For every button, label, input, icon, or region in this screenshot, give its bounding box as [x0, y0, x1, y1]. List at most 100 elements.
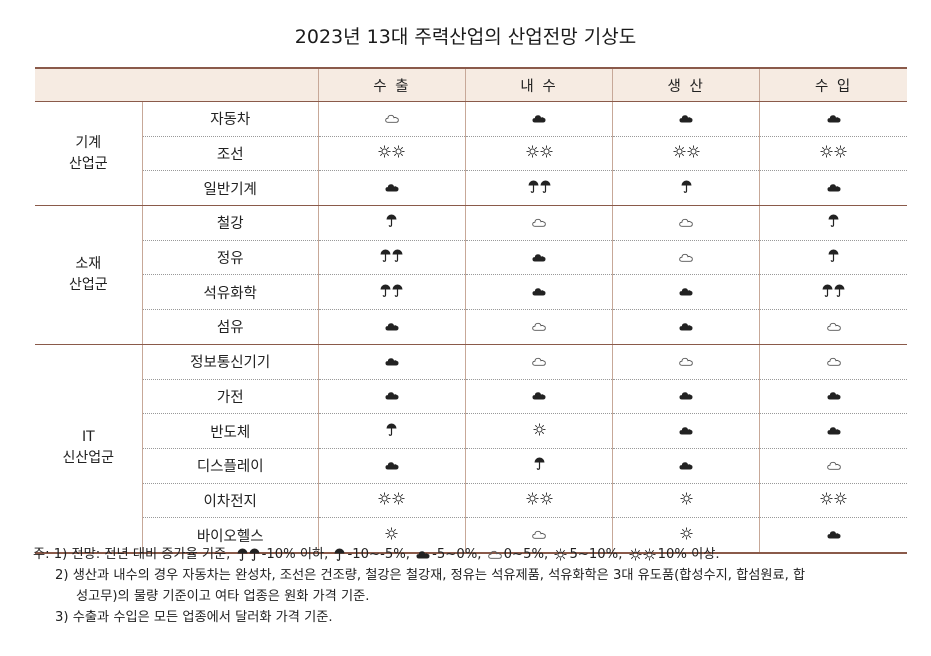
forecast-cell: [759, 205, 907, 241]
table-row: 가전: [35, 379, 907, 415]
double-sun-icon: [673, 145, 700, 158]
dark-cloud-icon: [532, 114, 546, 123]
table-row: IT 신산업군 정보통신기기: [35, 344, 907, 554]
forecast-cell: [759, 136, 907, 172]
umbrella-icon: [681, 180, 692, 193]
dark-cloud-icon: [827, 183, 841, 192]
legend-item: 0~5%,: [486, 547, 548, 562]
sun-icon: [385, 527, 398, 540]
forecast-cell: [759, 309, 907, 345]
group-label-line-2: 신산업군: [62, 450, 115, 467]
forecast-cell: [612, 101, 760, 137]
group-label-line-2: 산업군: [68, 155, 108, 172]
industry-name: 정유: [141, 240, 319, 276]
forecast-cell: [464, 379, 613, 415]
forecast-cell: [464, 448, 613, 484]
forecast-cell: [464, 240, 613, 276]
cloud-icon: [532, 218, 546, 227]
forecast-cell: [612, 379, 760, 415]
table-row: 기계 산업군 자동차: [35, 101, 907, 207]
forecast-cell: [464, 136, 613, 172]
sun-icon: [533, 423, 546, 436]
umbrella-icon: [828, 249, 839, 262]
group-label-line-2: 산업군: [68, 276, 108, 293]
dark-cloud-icon: [532, 287, 546, 296]
dark-cloud-icon: [532, 391, 546, 400]
industry-name: 반도체: [141, 413, 319, 449]
table-header-row: 수 출 내 수 생 산 수 입: [35, 67, 907, 102]
legend: -10% 이하, -10~-5%, -5~0%, 0~5%, 5~10%, 10…: [235, 547, 720, 562]
note-1: 주: 1) 전망: 전년 대비 증가율 기준, -10% 이하, -10~-5%…: [33, 544, 913, 565]
umbrella-icon: [386, 423, 397, 436]
legend-item: -10~-5%,: [332, 547, 410, 562]
forecast-cell: [317, 101, 466, 137]
dark-cloud-icon: [385, 183, 399, 192]
cloud-icon: [532, 357, 546, 366]
double-sun-icon: [378, 145, 405, 158]
sun-icon: [680, 492, 693, 505]
forecast-cell: [612, 483, 760, 519]
legend-text: -10~-5%,: [347, 547, 410, 562]
double-sun-icon: [526, 492, 553, 505]
legend-text: 5~10%,: [569, 547, 623, 562]
double-umbrella-icon: [822, 284, 845, 297]
industry-name: 조선: [141, 136, 319, 172]
forecast-cell: [759, 274, 907, 311]
cloud-icon: [826, 461, 841, 470]
forecast-cell: [759, 101, 907, 137]
umbrella-icon: [334, 548, 345, 561]
forecast-cell: [612, 136, 760, 172]
industry-name: 바이오헬스: [141, 517, 319, 554]
forecast-cell: [464, 205, 613, 241]
cloud-icon: [826, 322, 841, 331]
industry-name: 정보통신기기: [141, 344, 319, 380]
forecast-cell: [317, 379, 466, 415]
forecast-cell: [759, 379, 907, 415]
dark-cloud-icon: [385, 357, 399, 366]
double-umbrella-icon: [380, 284, 403, 297]
note-2-line-2: 성고무)의 물량 기준이고 여타 업종은 원화 가격 기준.: [76, 589, 370, 604]
header-blank: [35, 67, 319, 102]
forecast-cell: [464, 274, 613, 311]
page-title: 2023년 13대 주력산업의 산업전망 기상도: [294, 26, 637, 48]
double-sun-icon: [629, 548, 656, 561]
header-production: 생 산: [612, 67, 760, 102]
note-2-line-1: 2) 생산과 내수의 경우 자동차는 완성차, 조선은 건조량, 철강은 철강재…: [55, 568, 806, 583]
group-label-line-1: IT: [81, 429, 95, 446]
dark-cloud-icon: [532, 253, 546, 262]
industry-name: 가전: [141, 379, 319, 415]
forecast-cell: [759, 483, 907, 519]
forecast-cell: [612, 517, 760, 554]
cloud-icon: [532, 530, 546, 539]
legend-item: -10% 이하,: [235, 547, 328, 562]
industry-name: 자동차: [141, 101, 319, 137]
sun-icon: [554, 548, 567, 561]
forecast-cell: [759, 240, 907, 276]
group-label: 소재 산업군: [35, 205, 143, 345]
umbrella-icon: [534, 457, 545, 471]
forecast-cell: [464, 309, 613, 345]
group-label-line-1: 기계: [75, 134, 102, 151]
dark-cloud-icon: [827, 114, 841, 123]
industry-name: 석유화학: [141, 274, 319, 311]
table-row: 반도체: [35, 413, 907, 449]
double-sun-icon: [820, 492, 847, 505]
header-domestic: 내 수: [464, 67, 613, 102]
cloud-icon: [679, 253, 693, 262]
table-row: 섬유: [35, 309, 907, 345]
double-sun-icon: [820, 145, 847, 158]
cloud-icon: [532, 322, 546, 331]
industry-name: 섬유: [141, 309, 319, 345]
umbrella-icon: [828, 214, 839, 228]
forecast-cell: [464, 344, 613, 380]
forecast-cell: [612, 309, 760, 345]
footnotes: 주: 1) 전망: 전년 대비 증가율 기준, -10% 이하, -10~-5%…: [33, 544, 913, 628]
forecast-cell: [317, 240, 466, 276]
forecast-cell: [759, 448, 907, 484]
forecast-cell: [317, 448, 466, 484]
legend-text: -5~0%,: [432, 547, 482, 562]
forecast-cell: [317, 205, 466, 241]
cloud-icon: [679, 357, 693, 366]
dark-cloud-icon: [679, 322, 693, 331]
